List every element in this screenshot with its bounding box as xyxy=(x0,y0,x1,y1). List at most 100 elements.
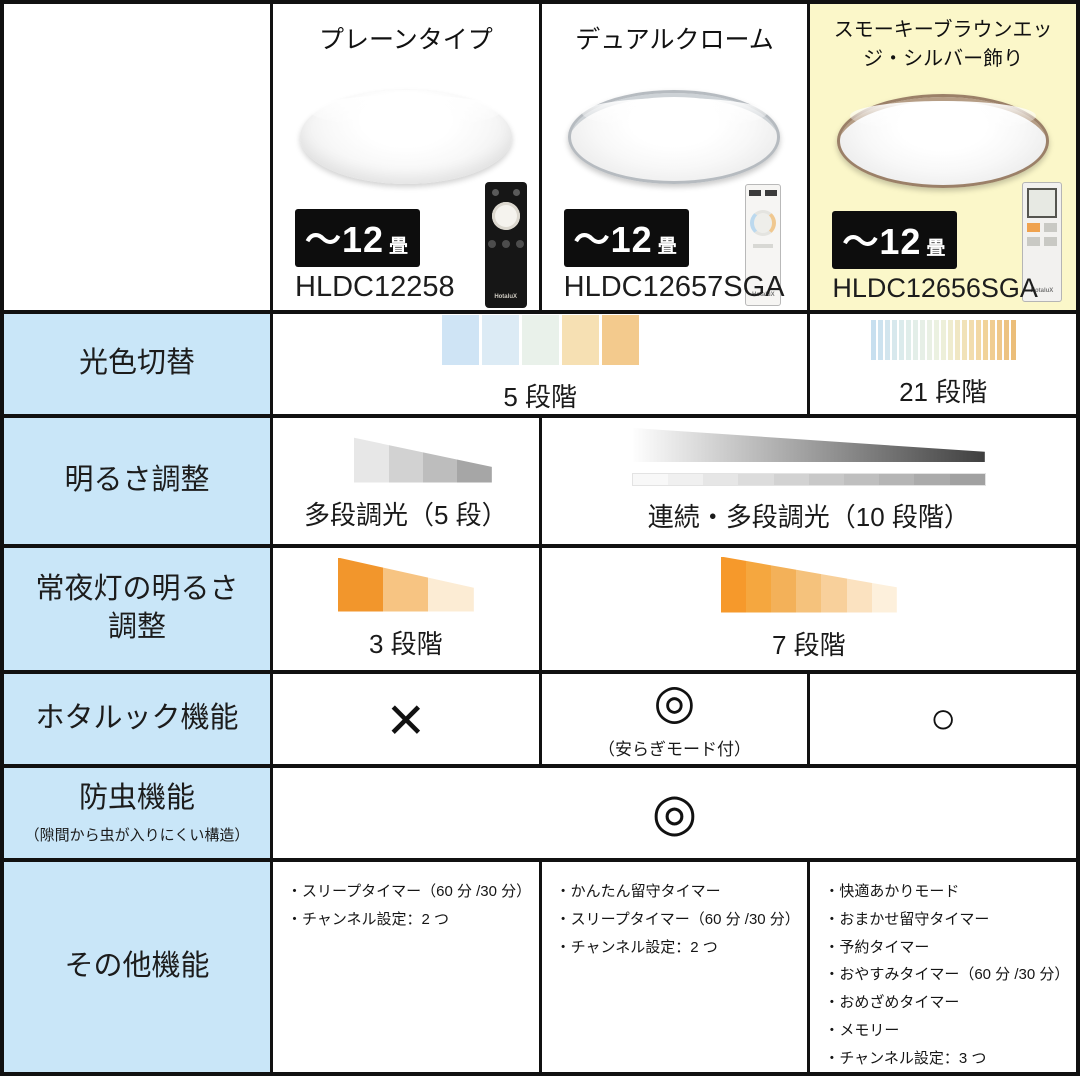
product-title: デュアルクローム xyxy=(575,26,774,54)
color-cell xyxy=(982,319,988,360)
color-cell xyxy=(940,319,946,360)
model-number: HLDC12258 xyxy=(295,271,455,303)
color-cell xyxy=(877,319,883,360)
product-id-block: ～12 畳 HLDC12258 xyxy=(295,209,455,304)
ceiling-light-image-bronze xyxy=(837,94,1050,188)
color-cell xyxy=(961,319,967,360)
remote-control-image-lcd: HotaluX xyxy=(1021,182,1062,302)
brightness-merged-cell: 連続・多段調光（10 段階） xyxy=(541,418,1076,544)
feature-list-item: ・おやすみタイマー（60 分 /30 分） xyxy=(824,966,1070,984)
double-circle-mark: ◎ xyxy=(651,784,698,842)
color-cell xyxy=(796,556,822,613)
brightness-plain-cell: 多段調光（5 段） xyxy=(273,418,539,544)
model-number: HLDC12656SGA xyxy=(832,273,1038,303)
ceiling-light-image-plain xyxy=(299,90,512,185)
color-cell xyxy=(926,319,932,360)
feature-list-item: ・予約タイマー xyxy=(824,938,930,956)
feature-list-item: ・おめざめタイマー xyxy=(824,994,960,1011)
step-caption: 21 段階 xyxy=(899,376,988,407)
color-cell xyxy=(428,557,474,612)
color-cell xyxy=(1010,319,1016,360)
color-cell xyxy=(441,314,479,365)
color-cell xyxy=(914,474,950,485)
color-cell xyxy=(898,319,904,360)
color-cell xyxy=(773,474,809,485)
remote-lcd-screen xyxy=(1026,188,1057,218)
remote-brand-label: HotaluX xyxy=(751,292,775,298)
color-cell xyxy=(891,319,897,360)
color-cell xyxy=(933,319,939,360)
feature-list-item: ・スリープタイマー（60 分 /30 分） xyxy=(287,883,532,900)
color-cell xyxy=(632,474,669,485)
row-label-other: その他機能 xyxy=(4,862,270,1072)
remote-brand-label: HotaluX xyxy=(1030,288,1054,294)
color-cell xyxy=(870,319,876,360)
color-cell xyxy=(337,557,384,612)
light-color-21-step-cell: 21 段階 xyxy=(810,314,1076,414)
product-id-block: ～12 畳 HLDC12656SGA xyxy=(832,211,1038,304)
row-label-night-light: 常夜灯の明るさ 調整 xyxy=(4,548,270,670)
color-cell xyxy=(423,430,458,483)
color-cell xyxy=(947,319,953,360)
color-cell xyxy=(912,319,918,360)
color-swatch-row-5 xyxy=(441,314,639,365)
night-light-wedge-3 xyxy=(337,557,474,612)
color-cell xyxy=(703,474,739,485)
insect-value-cell: ◎ xyxy=(273,768,1076,858)
product-column-smoky-brown: スモーキーブラウンエッジ・シルバー飾り HotaluX ～12 畳 HLDC12… xyxy=(810,4,1076,310)
feature-list-item: ・スリープタイマー（60 分 /30 分） xyxy=(555,910,800,928)
row-label-insect: 防虫機能 （隙間から虫が入りにくい構造） xyxy=(4,768,270,858)
room-size-badge: ～12 畳 xyxy=(563,209,689,267)
color-cell xyxy=(871,556,897,613)
color-cell xyxy=(879,474,915,485)
color-cell xyxy=(905,319,911,360)
feature-list-item: ・おまかせ留守タイマー xyxy=(824,910,990,928)
color-cell xyxy=(601,314,639,365)
color-cell xyxy=(949,474,985,485)
room-size-badge: ～12 畳 xyxy=(832,211,958,269)
night-light-merged-cell: 7 段階 xyxy=(541,548,1076,670)
feature-list-item: ・メモリー xyxy=(824,1021,900,1039)
color-cell xyxy=(668,474,704,485)
color-cell xyxy=(771,556,797,613)
ceiling-light-image-chrome xyxy=(568,90,781,185)
color-cell xyxy=(989,319,995,360)
remote-control-image-black: HotaluX xyxy=(484,182,527,308)
feature-list-item: ・チャンネル設定：2 つ xyxy=(287,910,450,928)
color-cell xyxy=(968,319,974,360)
remote-brand-label: HotaluX xyxy=(494,294,517,300)
color-cell xyxy=(521,314,559,365)
color-cell xyxy=(1003,319,1009,360)
remote-dial xyxy=(750,210,777,236)
remote-dial xyxy=(491,202,520,230)
hotaluck-smoky-cell: ○ xyxy=(810,674,1076,764)
room-size-badge: ～12 畳 xyxy=(295,209,421,267)
color-cell xyxy=(354,430,389,483)
color-stripe-row-21 xyxy=(870,319,1016,360)
color-cell xyxy=(884,319,890,360)
step-caption: 5 段階 xyxy=(503,381,577,412)
feature-list-item: ・チャンネル設定：2 つ xyxy=(555,938,718,956)
color-cell xyxy=(919,319,925,360)
step-caption: 7 段階 xyxy=(771,629,846,660)
row-label-brightness: 明るさ調整 xyxy=(4,418,270,544)
circle-mark: ○ xyxy=(929,694,957,743)
corner-empty-cell xyxy=(4,4,270,310)
step-caption: 3 段階 xyxy=(368,628,443,659)
color-cell xyxy=(745,556,772,613)
light-color-five-step-cell: 5 段階 xyxy=(273,314,808,414)
color-cell xyxy=(383,557,429,612)
night-light-wedge-7 xyxy=(720,556,897,613)
brightness-10-step-bar xyxy=(631,473,986,486)
color-cell xyxy=(561,314,599,365)
cross-mark: × xyxy=(387,683,425,755)
brightness-gradient-wedge xyxy=(632,428,985,462)
remote-control-image-white: HotaluX xyxy=(745,184,782,306)
brightness-wedge-5 xyxy=(319,430,492,483)
feature-list-item: ・快適あかりモード xyxy=(824,883,960,900)
double-circle-mark: ◎ xyxy=(653,675,696,729)
other-functions-dual: ・かんたん留守タイマー ・スリープタイマー（60 分 /30 分） ・チャンネル設定… xyxy=(541,862,808,1072)
insect-sublabel: （隙間から虫が入りにくい構造） xyxy=(24,827,250,845)
